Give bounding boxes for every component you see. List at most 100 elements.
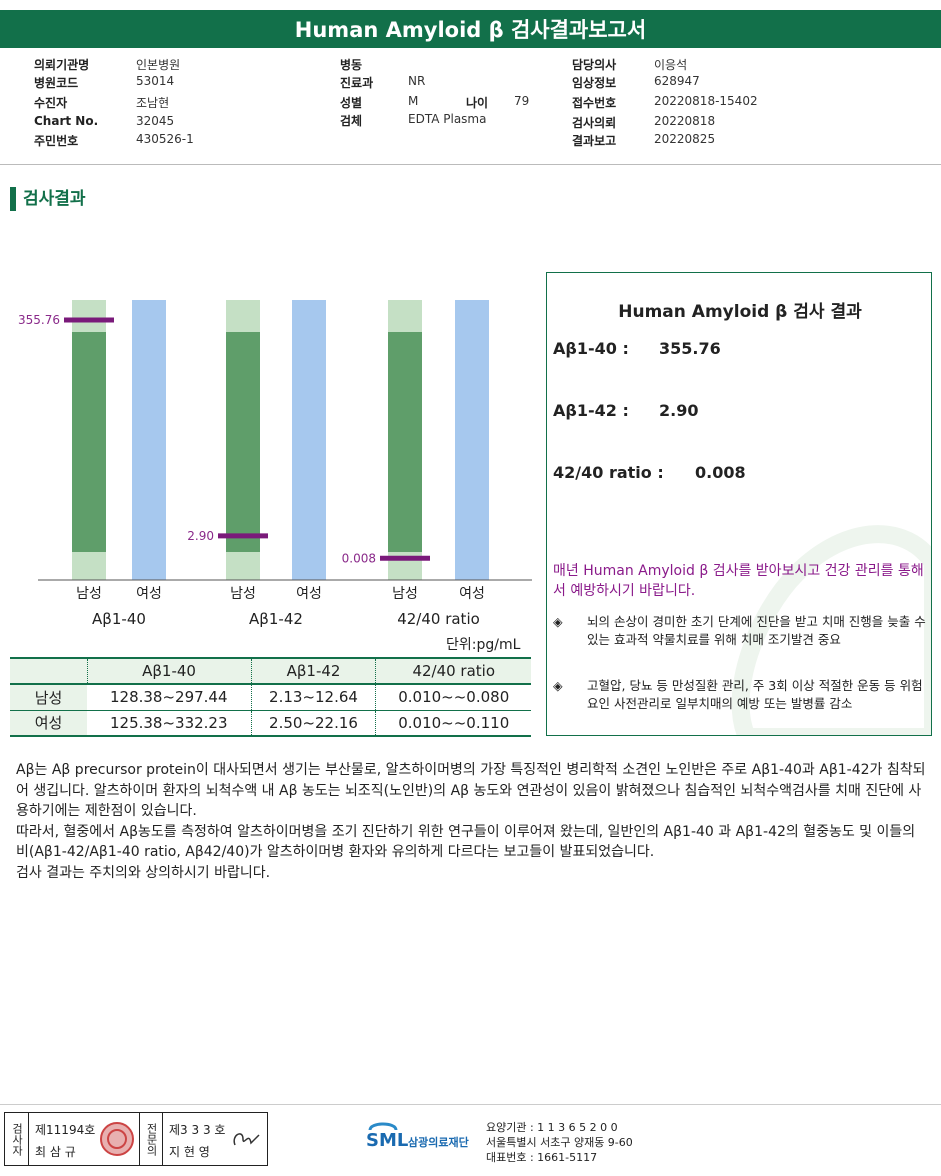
sub-category-label: 여성 (136, 586, 162, 602)
result-row-ab42: Aβ1-42 : 2.90 (553, 401, 698, 420)
result-row-ab40: Aβ1-40 : 355.76 (553, 339, 721, 358)
info-value: 조남현 (136, 96, 170, 110)
footer-info: 요양기관 : 1 1 3 6 5 2 0 0 서울특별시 서초구 양재동 9-6… (486, 1120, 633, 1165)
diamond-bullet-icon: ◈ (553, 614, 563, 629)
description: Aβ는 Aβ precursor protein이 대사되면서 생기는 부산물로… (16, 760, 932, 883)
info-label: 임상정보 (572, 76, 617, 90)
table-row: 남성 128.38~297.44 2.13~12.64 0.010~~0.080 (10, 684, 531, 711)
table-cell: 0.010~~0.110 (375, 710, 531, 737)
result-summary-box: Human Amyloid β 검사 결과 Aβ1-40 : 355.76 Aβ… (546, 272, 932, 736)
seal-stamp-icon (100, 1122, 134, 1156)
unit-label: 단위:pg/mL (446, 637, 521, 653)
info-value: 20220825 (654, 132, 716, 146)
table-header-cell: Aβ1-40 (86, 657, 252, 685)
agency-number: 요양기관 : 1 1 3 6 5 2 0 0 (486, 1121, 618, 1134)
info-value: 인본병원 (136, 58, 181, 72)
sub-category-label: 남성 (230, 586, 256, 602)
table-cell: 128.38~297.44 (87, 684, 252, 711)
table-header-cell: 42/40 ratio (375, 657, 531, 685)
logo-text: SML (366, 1130, 409, 1151)
diamond-bullet-icon: ◈ (553, 678, 563, 693)
logo-subtext: 삼광의료재단 (408, 1136, 469, 1149)
group-label: Aβ1-40 (92, 610, 146, 628)
male-reference-bar (72, 332, 106, 552)
table-cell: 0.010~~0.080 (375, 684, 531, 711)
info-divider (0, 164, 941, 165)
sub-category-label: 남성 (392, 586, 418, 602)
info-label: Chart No. (34, 114, 99, 128)
info-label: 성별 (340, 96, 363, 110)
patient-value-label: 355.76 (18, 313, 60, 327)
info-label: 검사의뢰 (572, 116, 617, 130)
result-label: 42/40 ratio : (553, 463, 664, 482)
bullet-text: 뇌의 손상이 경미한 초기 단계에 진단을 받고 치매 진행을 늦출 수 있는 … (587, 614, 926, 647)
info-label: 결과보고 (572, 134, 617, 148)
result-value: 0.008 (695, 463, 746, 482)
table-cell: 125.38~332.23 (87, 710, 252, 737)
health-message: 매년 Human Amyloid β 검사를 받아보시고 건강 관리를 통해서 … (553, 563, 924, 599)
info-value: 20220818 (654, 114, 716, 128)
patient-value-label: 0.008 (342, 551, 376, 565)
result-value: 355.76 (659, 339, 721, 358)
info-value: 430526-1 (136, 132, 194, 146)
stamp-column-label: 전문의 (139, 1113, 163, 1165)
address: 서울특별시 서초구 양재동 9-60 (486, 1136, 633, 1149)
table-cell: 2.50~22.16 (250, 710, 376, 737)
info-label: 담당의사 (572, 58, 617, 72)
info-value: EDTA Plasma (408, 112, 487, 126)
info-value: 20220818-15402 (654, 94, 758, 108)
description-paragraph: 검사 결과는 주치의와 상의하시기 바랍니다. (16, 864, 271, 881)
male-reference-bar (226, 332, 260, 552)
signature-stamp-box: 검사자 제11194호 최 삼 규 전문의 제3 3 3 호 지 현 영 (4, 1112, 268, 1166)
info-label: 검체 (340, 114, 363, 128)
info-value: 628947 (654, 74, 700, 88)
background-watermark (731, 525, 931, 735)
amyloid-chart: 355.76 남성 여성 Aβ1-40 2.90 남성 여성 Aβ1-42 0.008 남성 여성 4… (18, 300, 532, 628)
female-background-bar (292, 300, 326, 580)
female-background-bar (132, 300, 166, 580)
info-label: 병원코드 (34, 76, 79, 90)
male-reference-bar (388, 332, 422, 552)
specialist-license-no: 제3 3 3 호 (169, 1123, 226, 1137)
signature-icon (233, 1133, 260, 1146)
patient-value-label: 2.90 (187, 529, 214, 543)
sub-category-label: 남성 (76, 586, 102, 602)
age-value: 79 (514, 94, 530, 108)
row-label: 여성 (10, 710, 87, 737)
row-label: 남성 (10, 684, 87, 711)
description-paragraph: Aβ는 Aβ precursor protein이 대사되면서 생기는 부산물로… (16, 762, 926, 819)
stamp-column-label: 검사자 (5, 1113, 29, 1165)
result-title: Human Amyloid β 검사 결과 (618, 302, 862, 322)
result-label: Aβ1-40 : (553, 339, 629, 358)
result-row-ratio: 42/40 ratio : 0.008 (553, 463, 746, 482)
group-label: 42/40 ratio (397, 610, 480, 628)
result-label: Aβ1-42 : (553, 401, 629, 420)
info-label: 의뢰기관명 (34, 58, 90, 72)
table-header-row: Aβ1-40 Aβ1-42 42/40 ratio (10, 657, 531, 685)
examiner-name: 최 삼 규 (35, 1145, 76, 1159)
table-row: 여성 125.38~332.23 2.50~22.16 0.010~~0.110 (10, 710, 531, 737)
sub-category-label: 여성 (296, 586, 322, 602)
info-value: NR (408, 74, 426, 88)
patient-info: 의뢰기관명 인본병원 병원코드 53014 수진자 조남현 Chart No. 32045 주민… (0, 52, 941, 164)
table-header-cell: Aβ1-42 (250, 657, 376, 685)
result-value: 2.90 (659, 401, 699, 420)
table-header-cell (10, 657, 87, 685)
age-label: 나이 (466, 96, 489, 110)
info-label: 수진자 (34, 96, 68, 110)
info-value: 이응석 (654, 58, 688, 72)
section-title: 검사결과 (10, 187, 86, 211)
info-value: M (408, 94, 419, 108)
logo-mark-icon (368, 1122, 398, 1131)
female-background-bar (455, 300, 489, 580)
bullet-text: 고혈압, 당뇨 등 만성질환 관리, 주 3회 이상 적절한 운동 등 위험요인… (587, 678, 923, 711)
phone-number: 대표번호 : 1661-5117 (486, 1151, 598, 1164)
reference-table: Aβ1-40 Aβ1-42 42/40 ratio 남성 128.38~297.… (10, 657, 531, 737)
info-value: 53014 (136, 74, 175, 88)
description-paragraph: 따라서, 혈중에서 Aβ농도를 측정하여 알츠하이머병을 조기 진단하기 위한 … (16, 823, 916, 861)
table-cell: 2.13~12.64 (250, 684, 376, 711)
info-label: 접수번호 (572, 96, 617, 110)
specialist-name: 지 현 영 (169, 1145, 210, 1159)
info-value: 32045 (136, 114, 175, 128)
footer-divider (0, 1104, 941, 1105)
